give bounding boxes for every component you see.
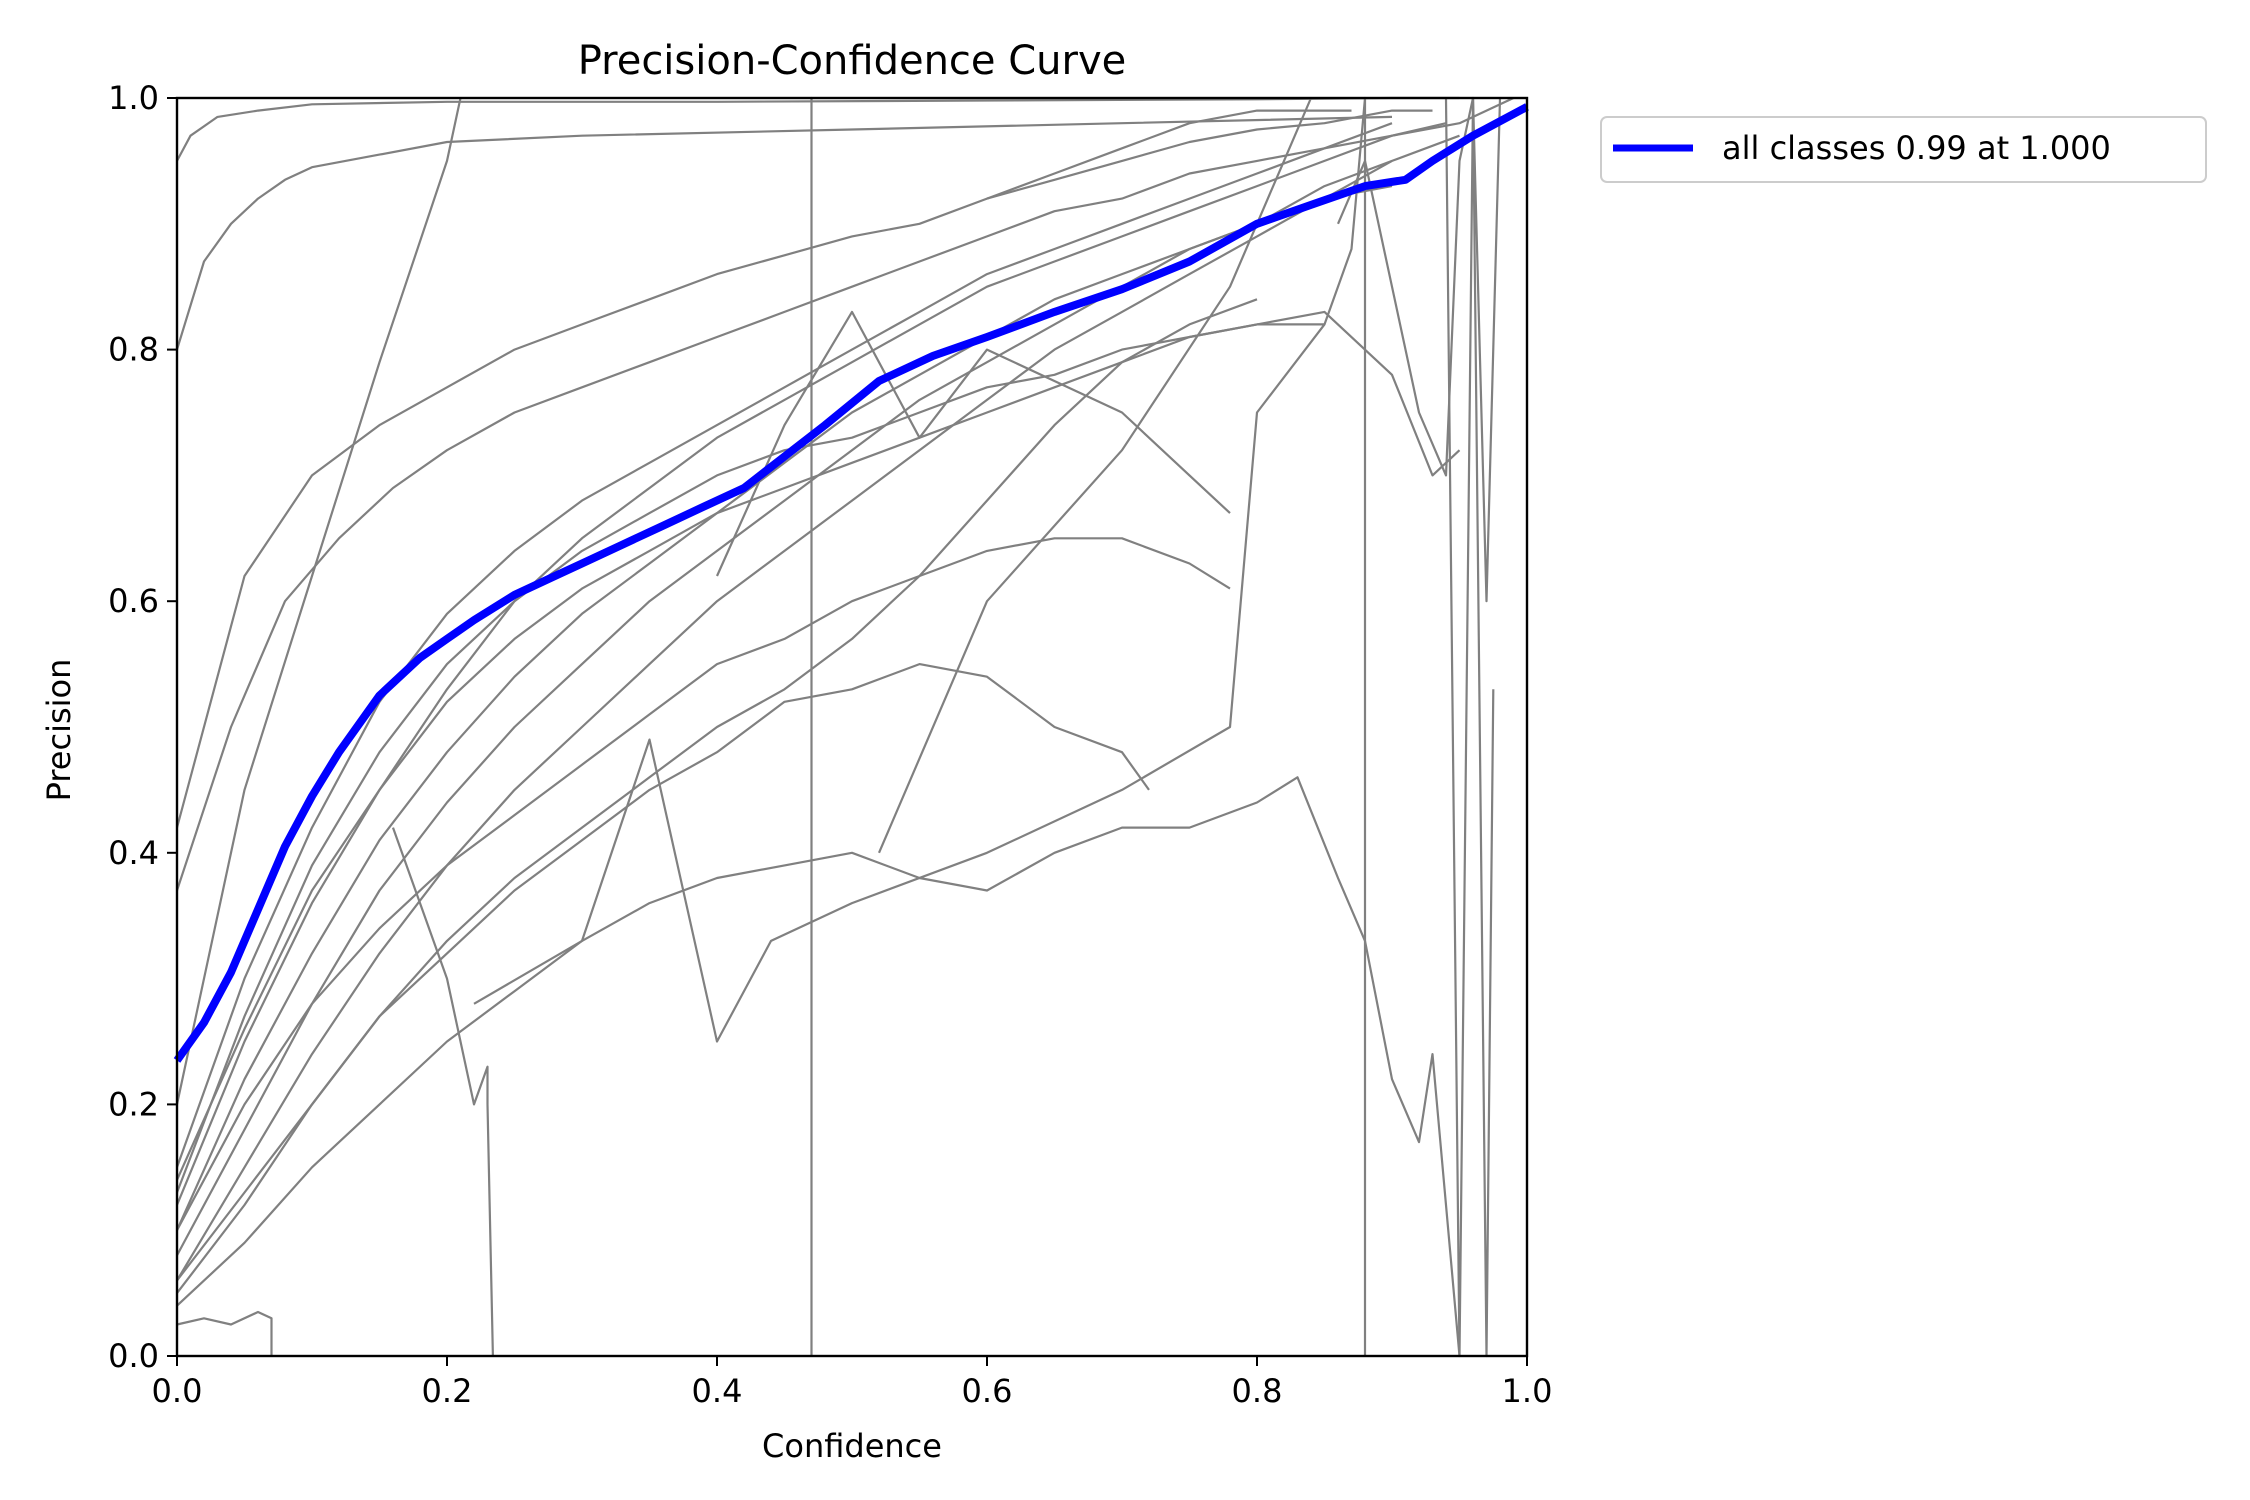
- y-tick-label: 0.2: [108, 1085, 159, 1123]
- plot-frame: [175, 96, 1529, 1358]
- y-tick-label: 0.8: [108, 331, 159, 369]
- x-tick-label: 0.0: [152, 1372, 203, 1410]
- y-tick-label: 1.0: [108, 79, 159, 117]
- series-line-class-10: [176, 134, 1460, 1282]
- series-line-class-20: [473, 96, 1367, 1356]
- legend-label-all-classes: all classes 0.99 at 1.000: [1722, 129, 2111, 167]
- legend-box: [1600, 116, 2207, 183]
- y-tick-label: 0.6: [108, 582, 159, 620]
- series-line-class-14: [176, 537, 1231, 1231]
- x-tick-label: 0.8: [1232, 1372, 1283, 1410]
- series-line-class-3: [175, 109, 1433, 828]
- series-line-class-17: [176, 1310, 273, 1356]
- y-tick-label: 0.0: [108, 1337, 159, 1375]
- series-line-class-13: [175, 310, 1461, 1181]
- series-line-class-4: [175, 97, 462, 1105]
- series-line-class-15: [176, 662, 1150, 1282]
- series-line-class-22: [877, 97, 1313, 854]
- x-axis-label: Confidence: [762, 1427, 942, 1465]
- series-line-class-18: [391, 827, 494, 1357]
- legend: all classes 0.99 at 1.000: [1600, 116, 2207, 183]
- x-axis-ticks: 0.0 0.2 0.4 0.6 0.8 1.0: [152, 1356, 1553, 1410]
- x-tick-label: 0.4: [692, 1372, 743, 1410]
- series-line-class-9: [176, 159, 1393, 1256]
- series-line-class-12: [175, 323, 1325, 1193]
- y-axis-ticks: 0.0 0.2 0.4 0.6 0.8 1.0: [108, 79, 177, 1375]
- series-line-class-7: [175, 122, 1447, 1206]
- y-tick-label: 0.4: [108, 834, 159, 872]
- x-tick-label: 0.2: [422, 1372, 473, 1410]
- y-axis-label: Precision: [40, 659, 78, 802]
- series-line-class-5: [175, 97, 1514, 891]
- series-line-class-16: [176, 776, 1461, 1357]
- x-tick-label: 1.0: [1502, 1372, 1553, 1410]
- series-line-all-classes: [173, 103, 1529, 1063]
- chart-title: Precision-Confidence Curve: [578, 38, 1127, 84]
- x-tick-label: 0.6: [962, 1372, 1013, 1410]
- series-line-class-25: [986, 109, 1352, 200]
- series-line-class-23: [1336, 96, 1502, 603]
- curves-group: [173, 96, 1529, 1358]
- series-line-class-2: [175, 115, 1393, 350]
- series-line-class-21: [715, 310, 1231, 577]
